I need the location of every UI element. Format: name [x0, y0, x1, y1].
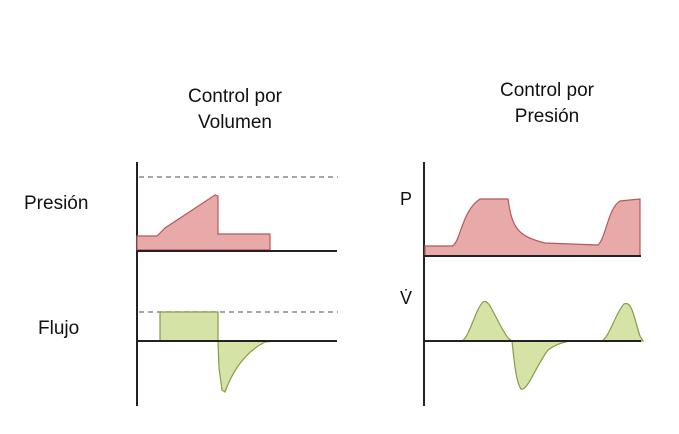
flow-row-label: Flujo — [38, 318, 80, 339]
pressure-control-title-line2: Presión — [514, 106, 580, 127]
volume-flow-inspiratory — [159, 311, 219, 342]
volume-control-panel — [136, 162, 338, 406]
volume-control-title-line1: Control por — [188, 86, 282, 107]
pressure-flow-inspiratory-2 — [599, 302, 645, 342]
pressure-flow-inspiratory-1 — [459, 300, 514, 342]
pressure-axis-label: P — [400, 189, 413, 209]
pressure-flow-expiratory — [511, 340, 571, 390]
pressure-control-title-line1: Control por — [500, 80, 594, 101]
pressure-control-panel — [423, 162, 645, 406]
volume-flow-expiratory — [217, 340, 276, 393]
flow-axis-label: V̇ — [400, 288, 413, 308]
pressure-pressure-waveform — [424, 198, 641, 257]
volume-pressure-waveform — [136, 194, 271, 251]
volume-control-title: Control por Volumen — [150, 84, 320, 136]
pressure-row-label: Presión — [24, 193, 89, 214]
volume-control-title-line2: Volumen — [198, 112, 272, 133]
pressure-control-title: Control por Presión — [462, 78, 632, 130]
